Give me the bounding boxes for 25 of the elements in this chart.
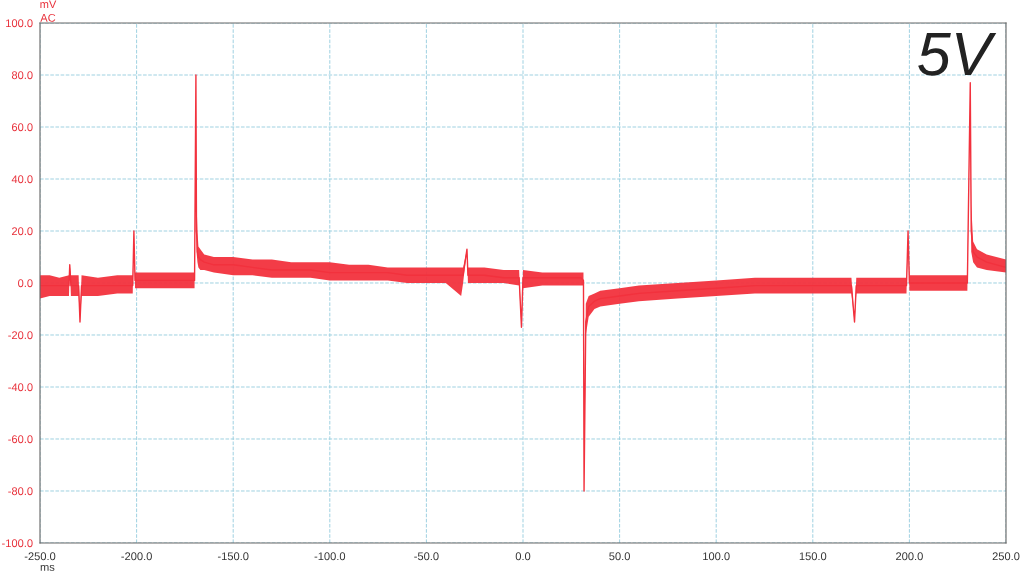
x-tick-label: -100.0 <box>314 552 346 561</box>
y-tick-label: 100.0 <box>6 19 33 28</box>
x-tick-label: -200.0 <box>121 552 152 561</box>
y-tick-label: 40.0 <box>11 175 33 184</box>
x-tick-label: 150.0 <box>799 552 827 561</box>
x-tick-label: 200.0 <box>896 552 923 561</box>
x-tick-label: 50.0 <box>609 552 630 561</box>
x-tick-label: 100.0 <box>703 552 730 561</box>
chart-title: 5V <box>918 33 997 76</box>
x-tick-label: 0.0 <box>515 552 531 561</box>
y-tick-label: -20.0 <box>8 331 33 340</box>
y-tick-label: -60.0 <box>8 435 33 444</box>
x-tick-label: -150.0 <box>217 552 249 561</box>
y-tick-label: -40.0 <box>8 383 33 392</box>
x-axis-title: ms <box>40 564 55 571</box>
x-tick-label: 250.0 <box>992 552 1020 561</box>
x-tick-label: -50.0 <box>414 552 439 561</box>
y-axis-title: mV AC <box>40 0 57 22</box>
y-tick-label: 20.0 <box>11 227 33 236</box>
y-tick-label: -100.0 <box>2 539 33 548</box>
y-tick-label: 60.0 <box>12 123 33 132</box>
y-tick-label: 80.0 <box>11 71 33 80</box>
y-tick-label: -80.0 <box>8 487 33 496</box>
y-tick-label: 0.0 <box>18 279 33 288</box>
x-tick-label: -250.0 <box>24 552 56 561</box>
